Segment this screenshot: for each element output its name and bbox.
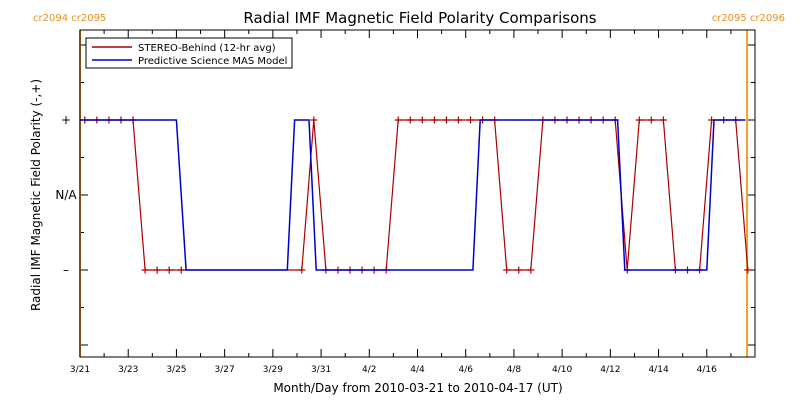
- x-tick-label: 4/14: [648, 365, 668, 375]
- stereo-data-point: [467, 116, 475, 124]
- stereo-data-point: [310, 116, 318, 124]
- x-tick-label: 3/27: [215, 365, 235, 375]
- legend-label-model: Predictive Science MAS Model: [138, 56, 287, 67]
- stereo-data-point: [165, 266, 173, 274]
- x-tick-labels: 3/21 3/23 3/25 3/27 3/29 3/31 4/2 4/4 4/6 4/8 4/10…: [70, 365, 717, 375]
- x-tick-label: 4/4: [410, 365, 425, 375]
- y-tick-label: N/A: [55, 188, 77, 202]
- y-tick-labels: + N/A –: [55, 113, 77, 277]
- carrington-label-left: cr2094 cr2095: [33, 13, 106, 24]
- stereo-data-point: [430, 116, 438, 124]
- x-tick-label: 4/6: [458, 365, 473, 375]
- x-axis-label: Month/Day from 2010-03-21 to 2010-04-17 …: [273, 381, 562, 395]
- carrington-label-right: cr2095 cr2096: [712, 13, 785, 24]
- stereo-data-point: [454, 116, 462, 124]
- stereo-data-point: [503, 266, 511, 274]
- carrington-lines: [79, 30, 749, 357]
- chart-title: Radial IMF Magnetic Field Polarity Compa…: [243, 9, 596, 27]
- x-tick-label: 4/2: [362, 365, 376, 375]
- plot-frame: [79, 29, 756, 358]
- y-tick-label: –: [63, 263, 69, 277]
- stereo-data-point: [394, 116, 402, 124]
- stereo-data-point: [744, 266, 752, 274]
- legend: STEREO-Behind (12-hr avg) Predictive Sci…: [85, 37, 293, 69]
- x-tick-label: 4/12: [600, 365, 620, 375]
- y-axis-label: Radial IMF Magnetic Field Polarity (-,+): [29, 79, 43, 311]
- y-tick-label: +: [61, 113, 71, 127]
- stereo-data-point: [527, 266, 535, 274]
- stereo-data-point: [659, 116, 667, 124]
- stereo-data-point: [298, 266, 306, 274]
- stereo-data-point: [442, 116, 450, 124]
- stereo-data-point: [406, 116, 414, 124]
- x-tick-label: 4/10: [552, 365, 572, 375]
- stereo-data-point: [647, 116, 655, 124]
- stereo-data-point: [153, 266, 161, 274]
- model-series-line: [80, 119, 746, 271]
- x-tick-label: 3/21: [70, 365, 90, 375]
- stereo-data-point: [141, 266, 149, 274]
- stereo-data-point: [418, 116, 426, 124]
- legend-label-stereo: STEREO-Behind (12-hr avg): [138, 43, 276, 54]
- x-tick-label: 4/8: [507, 365, 522, 375]
- stereo-data-point: [635, 116, 643, 124]
- stereo-data-point: [515, 266, 523, 274]
- series-lines: [80, 116, 752, 274]
- x-tick-label: 3/23: [118, 365, 138, 375]
- x-tick-label: 3/31: [311, 365, 331, 375]
- legend-box: [85, 37, 293, 69]
- x-tick-label: 3/29: [263, 365, 283, 375]
- x-tick-label: 3/25: [166, 365, 186, 375]
- stereo-data-point: [177, 266, 185, 274]
- x-tick-label: 4/16: [697, 365, 717, 375]
